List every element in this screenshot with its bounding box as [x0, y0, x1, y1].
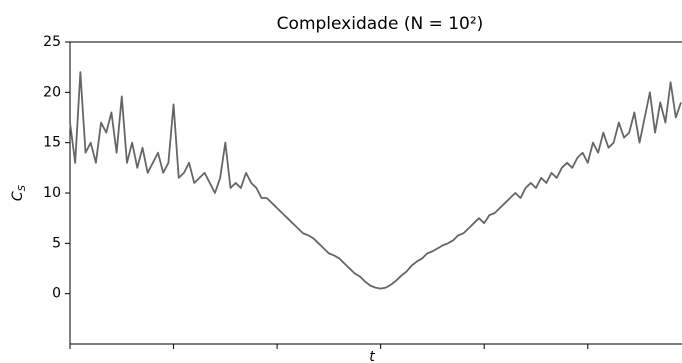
y-tick-label: 0	[52, 286, 61, 302]
data-line	[69, 71, 682, 290]
y-axis-label: CS	[10, 184, 28, 201]
y-tick-label: 15	[43, 135, 61, 151]
y-tick-label: 5	[52, 235, 61, 251]
x-axis-label: t	[369, 349, 375, 363]
chart-title: Complexidade (N = 10²)	[277, 14, 484, 34]
y-tick-label: 10	[43, 185, 61, 201]
y-tick-label: 25	[43, 34, 61, 50]
y-tick-label: 20	[43, 84, 61, 100]
